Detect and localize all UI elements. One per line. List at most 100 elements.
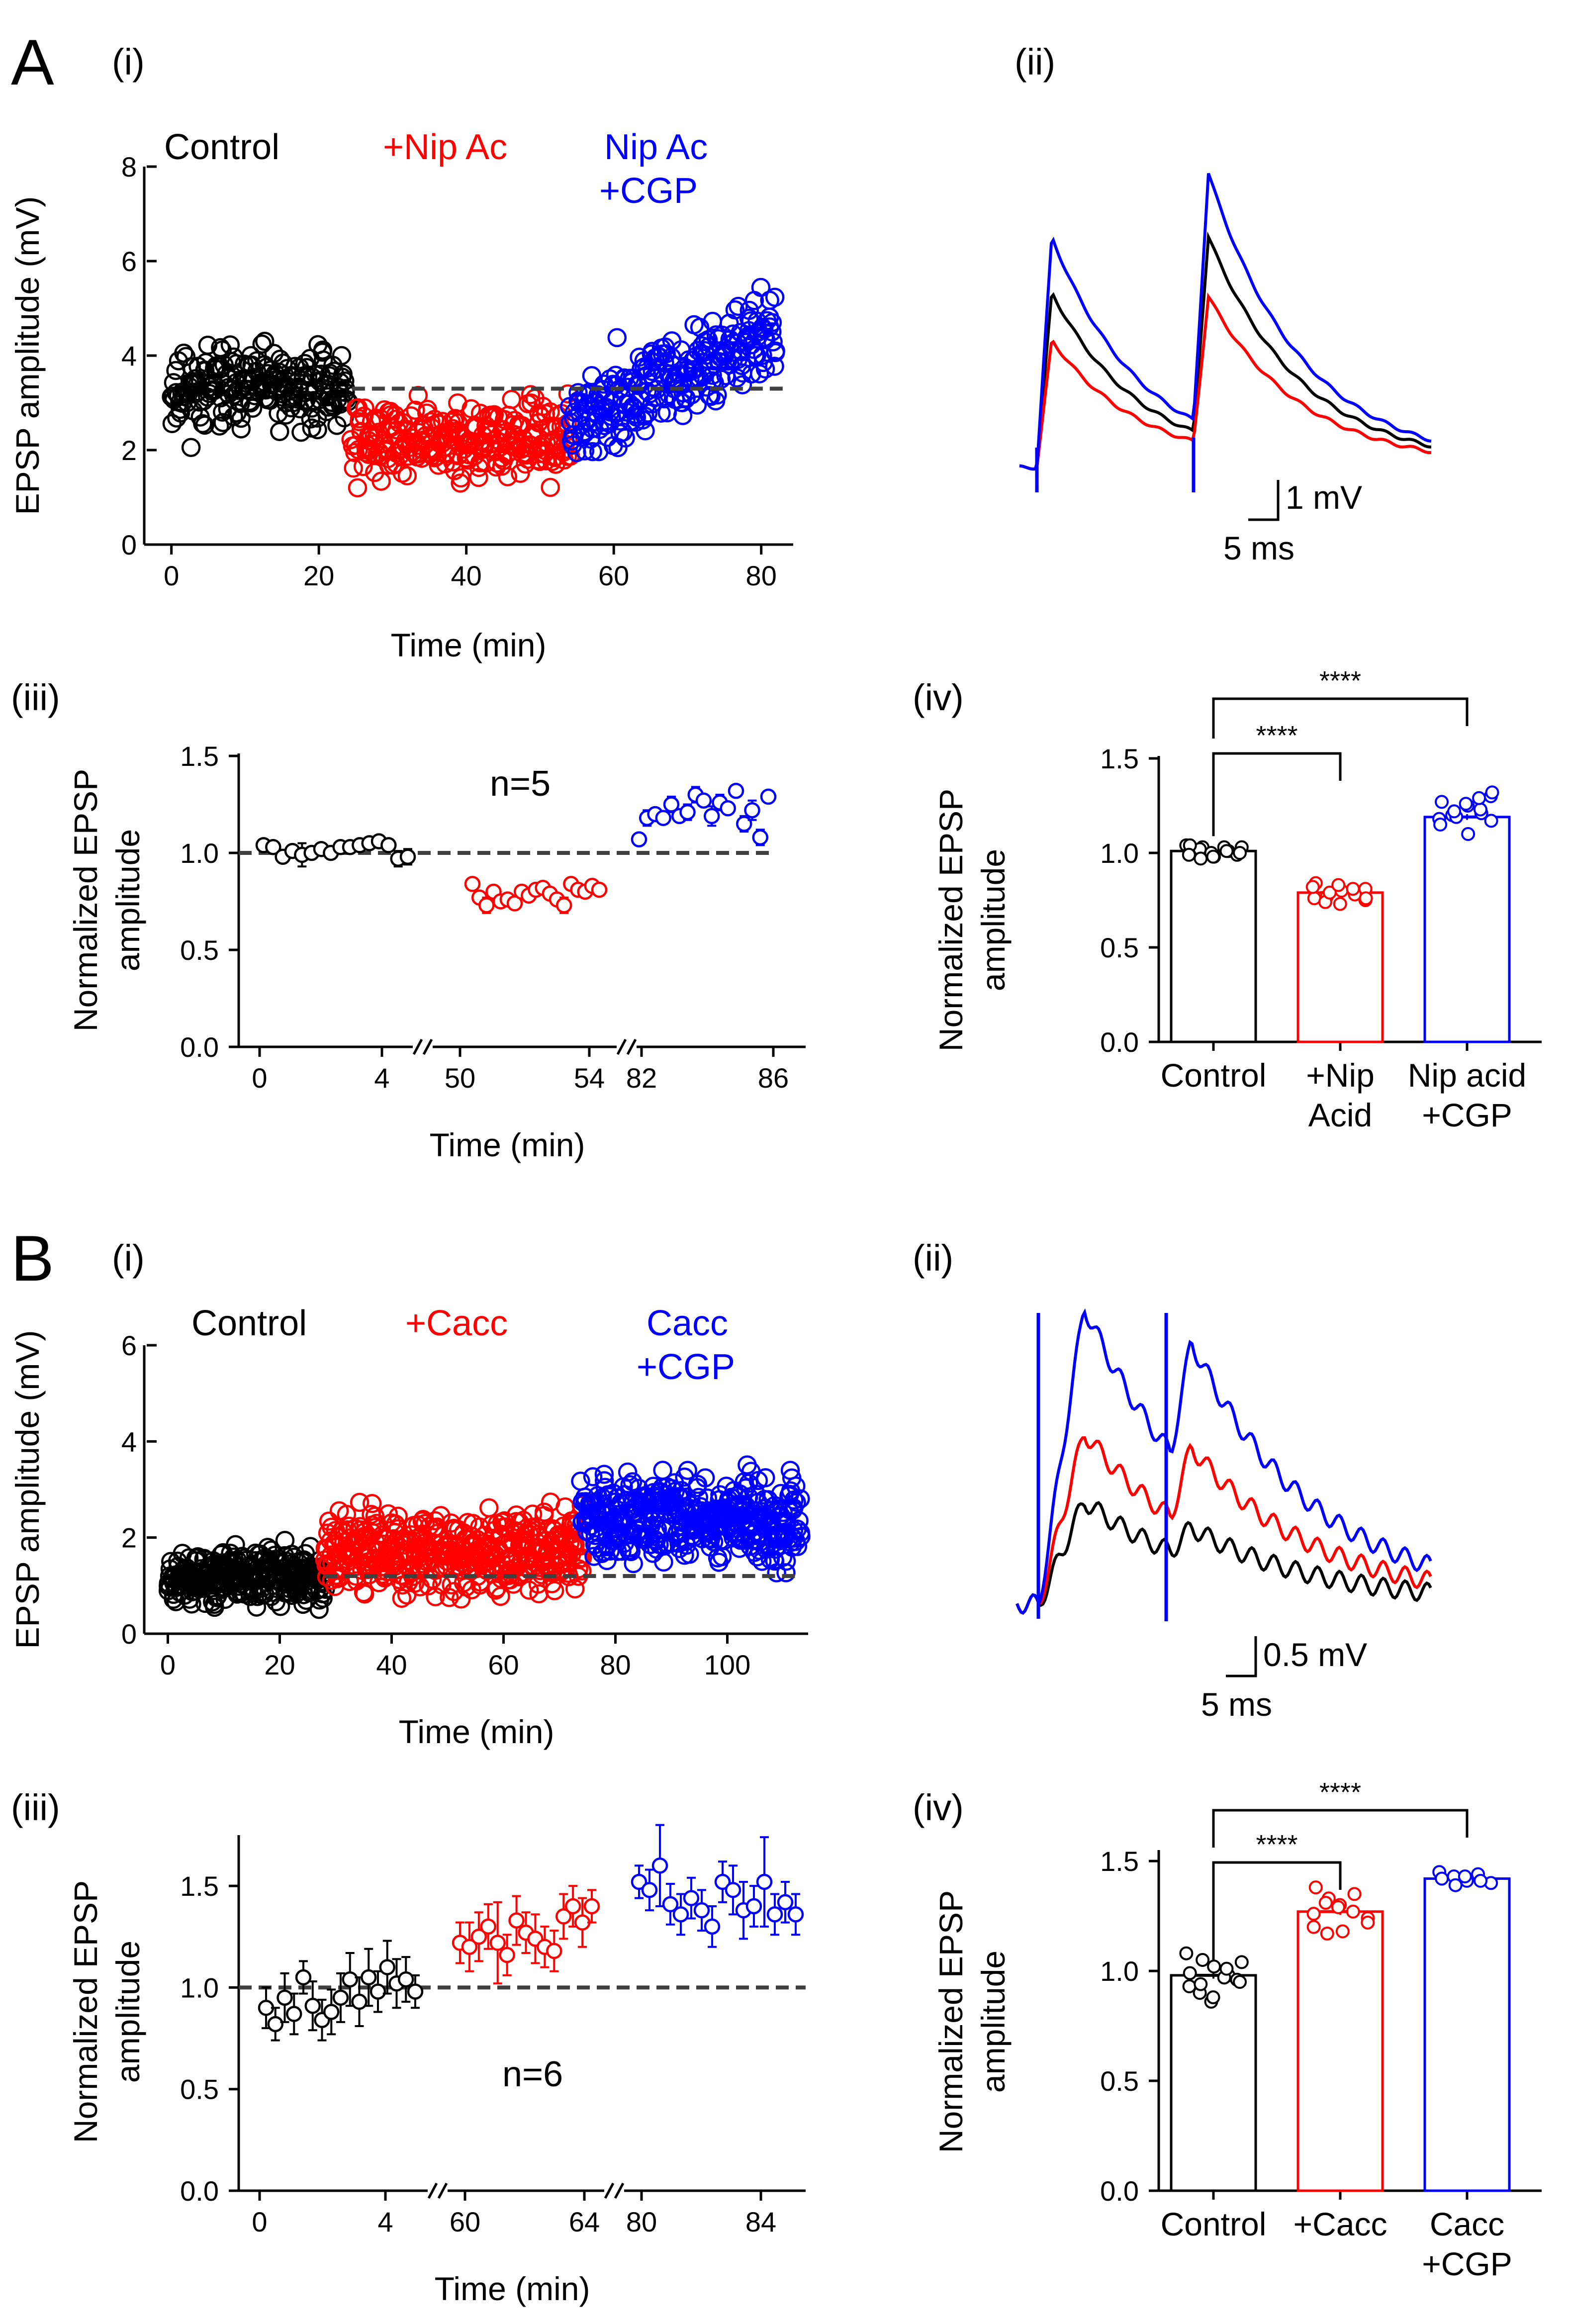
y-tick-label: 0.0 <box>180 2175 219 2207</box>
data-point <box>594 1465 614 1484</box>
data-point <box>479 1498 499 1518</box>
data-point <box>1333 897 1347 911</box>
trace-cgp <box>1019 173 1432 471</box>
x-tick-label: 64 <box>569 2206 600 2237</box>
category-label: +Nip <box>1306 1057 1375 1094</box>
data-point <box>470 1929 487 1945</box>
data-point <box>545 1581 564 1600</box>
x-axis-label: Time (min) <box>435 2270 590 2307</box>
data-point <box>443 452 462 472</box>
data-point <box>725 300 745 320</box>
x-tick-label: 84 <box>745 2206 776 2237</box>
data-points <box>158 1455 811 1619</box>
data-point <box>369 1983 386 2000</box>
y-axis-label-line1: Normalized EPSP <box>932 789 969 1051</box>
n-label: n=6 <box>502 2054 563 2094</box>
bar <box>1423 816 1511 1043</box>
data-point <box>1194 851 1208 866</box>
data-point <box>351 1993 368 2010</box>
significance-bracket-1 <box>1212 752 1342 837</box>
data-point <box>1472 791 1486 805</box>
axis-breaks <box>412 1038 637 1055</box>
y-tick-label: 2 <box>121 1522 137 1554</box>
label-drug: +Cacc <box>405 1303 508 1343</box>
y-tick-label: 2 <box>121 435 137 466</box>
data-point <box>464 876 481 892</box>
data-point <box>662 1896 679 1913</box>
ticks: 0 20 40 60 80 100 0 2 4 6 <box>121 1330 750 1680</box>
data-point <box>672 1906 689 1923</box>
data-point <box>506 895 523 912</box>
data-point <box>335 371 355 391</box>
label-cgp-line1: Cacc <box>646 1303 728 1343</box>
x-tick-label: 0 <box>252 1062 267 1094</box>
y-axis-label-line2: amplitude <box>109 829 146 971</box>
data-point <box>195 415 214 435</box>
y-tick-label: 1.0 <box>180 837 219 869</box>
data-point <box>631 1873 647 1890</box>
category-label: Nip acid <box>1408 1057 1526 1094</box>
data-point <box>1206 1990 1220 2005</box>
chart-b-iv: 0.0 0.5 1.0 1.5 Control +Cacc Cacc+CGP **** **… <box>932 1777 1542 2282</box>
scale-time: 5 ms <box>1201 1686 1272 1723</box>
x-axis-label: Time (min) <box>430 1126 585 1163</box>
data-point <box>355 1584 374 1604</box>
data-point <box>332 346 352 366</box>
data-point <box>654 1552 673 1572</box>
x-tick-label: 20 <box>303 560 334 591</box>
trace-drug <box>1016 1436 1432 1615</box>
data-point <box>583 1898 600 1915</box>
data-point <box>1331 1900 1345 1914</box>
data-point <box>749 364 769 383</box>
x-tick-label: 60 <box>450 2206 480 2237</box>
data-point <box>380 837 397 853</box>
y-tick-label: 0.0 <box>1100 1026 1139 1058</box>
data-point <box>1233 1975 1247 1989</box>
data-point <box>1322 885 1337 900</box>
x-tick-label: 40 <box>451 560 482 591</box>
data-point <box>528 1575 548 1594</box>
data-point <box>286 2006 302 2022</box>
data-point <box>226 354 246 373</box>
chart-a-i: 0 20 40 60 80 0 2 4 6 8 Control +Nip Ac Nip Ac +C… <box>9 127 793 663</box>
data-point <box>523 1504 543 1524</box>
data-point <box>1194 1977 1208 1991</box>
data-point <box>348 478 368 498</box>
x-axis-label: Time (min) <box>391 627 547 663</box>
panel-a-label: A <box>11 26 54 98</box>
data-point <box>756 1468 775 1487</box>
x-tick-label: 60 <box>598 560 629 591</box>
data-point <box>569 1559 588 1579</box>
data-point <box>484 407 504 427</box>
data-point <box>765 343 785 363</box>
data-point <box>1473 802 1487 817</box>
y-tick-label: 0.5 <box>1100 2065 1139 2097</box>
y-axis-label-line2: amplitude <box>975 1951 1012 2093</box>
data-point <box>407 1983 424 2000</box>
data-point <box>1448 1878 1463 1892</box>
data-point <box>1459 797 1473 811</box>
significance-bracket-1 <box>1212 1861 1342 1960</box>
data-point <box>508 1912 525 1929</box>
data-point <box>1182 847 1196 862</box>
data-point <box>695 792 712 809</box>
bars <box>1170 785 1511 1043</box>
label-drug: +Nip Ac <box>383 127 507 167</box>
trace-control <box>1016 1501 1432 1615</box>
data-point <box>371 471 391 491</box>
data-point <box>720 800 736 817</box>
data-point <box>572 1548 592 1568</box>
y-tick-label: 0.5 <box>180 2074 219 2105</box>
chart-b-iii: 0.0 0.5 1.0 1.5 0 4 60 64 80 84 n=6 Time (min) No… <box>67 1824 806 2307</box>
data-point <box>1331 878 1346 892</box>
data-point <box>541 477 560 497</box>
y-tick-label: 0.0 <box>180 1031 219 1063</box>
data-point <box>728 782 744 799</box>
category-label-line2: +CGP <box>1422 2245 1512 2282</box>
trace-drug <box>1019 292 1432 471</box>
data-point <box>693 1902 710 1919</box>
scale-time: 5 ms <box>1223 530 1294 566</box>
data-point <box>1206 849 1220 864</box>
data-point <box>307 408 327 428</box>
data-points <box>255 782 777 914</box>
